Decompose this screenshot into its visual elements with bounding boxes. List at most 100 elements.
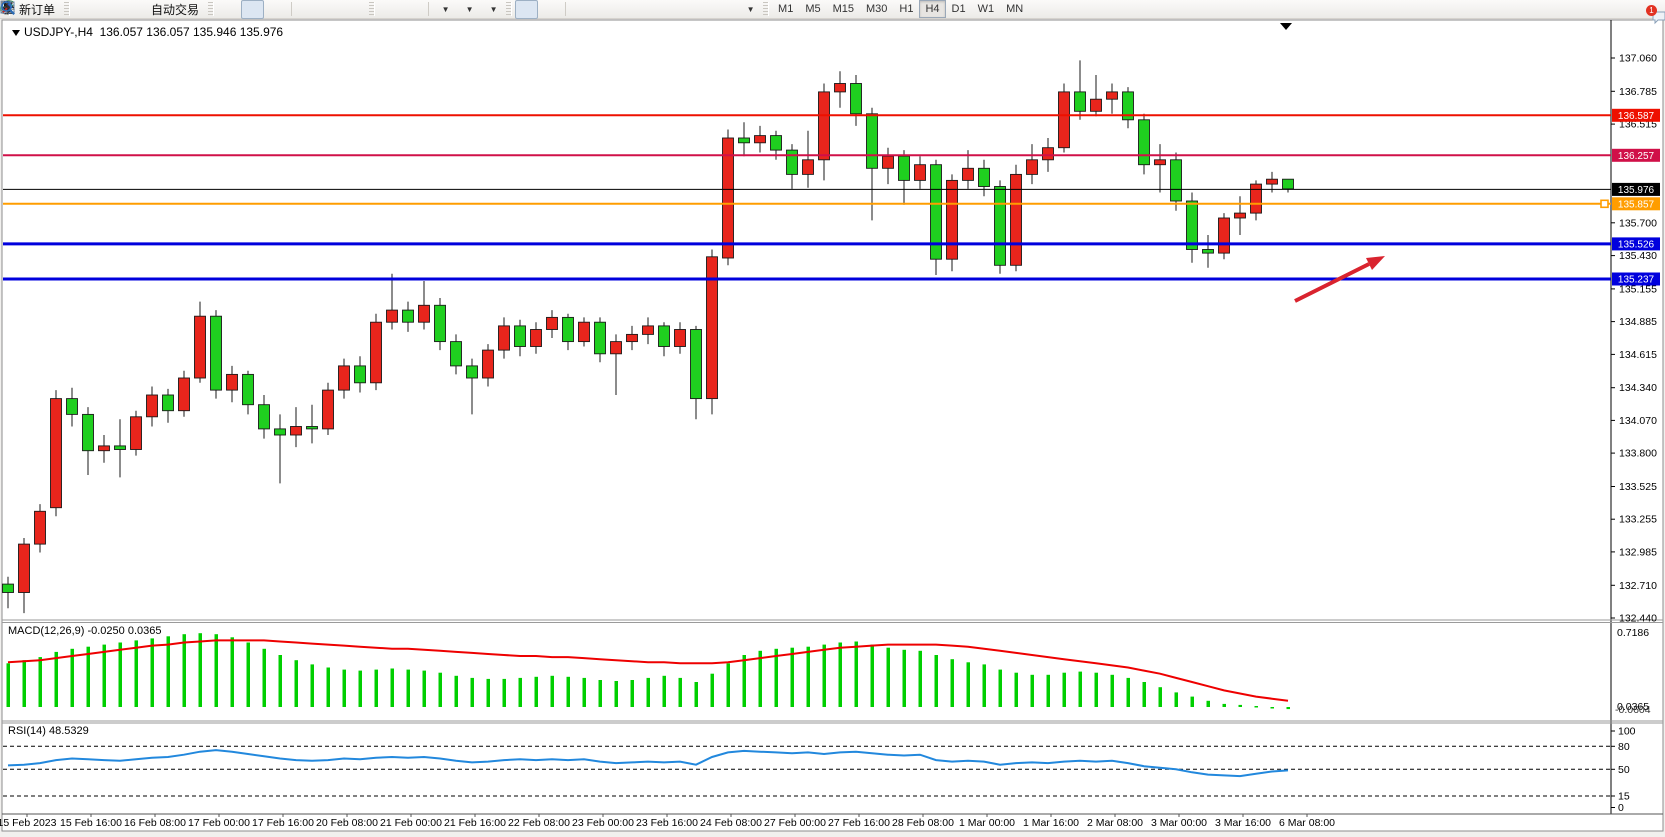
toolbar-grip[interactable] bbox=[208, 2, 215, 16]
svg-text:134.615: 134.615 bbox=[1619, 349, 1657, 361]
indicators-button[interactable]: ▼ bbox=[0, 0, 455, 19]
community-button[interactable] bbox=[1, 0, 120, 19]
svg-text:3 Mar 16:00: 3 Mar 16:00 bbox=[1215, 817, 1271, 829]
new-order-button[interactable]: 新订单 bbox=[0, 0, 61, 19]
svg-text:135.430: 135.430 bbox=[1619, 250, 1657, 262]
svg-text:135.526: 135.526 bbox=[1618, 239, 1655, 250]
chart-shift-button[interactable] bbox=[0, 0, 425, 19]
toolbar-grip[interactable] bbox=[506, 2, 513, 16]
chart-area[interactable]: 137.060 136.785 136.515 135.700 135.430 135.1… bbox=[0, 19, 1665, 837]
timeframe-h1-button[interactable]: H1 bbox=[899, 3, 914, 15]
svg-text:3 Mar 00:00: 3 Mar 00:00 bbox=[1151, 817, 1207, 829]
text-tool-button[interactable]: A bbox=[3, 0, 712, 19]
svg-text:A: A bbox=[3, 1, 12, 15]
svg-text:50: 50 bbox=[1618, 764, 1630, 776]
svg-text:27 Feb 16:00: 27 Feb 16:00 bbox=[828, 817, 890, 829]
svg-text:136.785: 136.785 bbox=[1619, 86, 1657, 98]
toolbar-grip[interactable] bbox=[64, 2, 71, 16]
chevron-down-icon: ▼ bbox=[489, 4, 498, 14]
svg-text:17 Feb 16:00: 17 Feb 16:00 bbox=[252, 817, 314, 829]
svg-text:20 Feb 08:00: 20 Feb 08:00 bbox=[316, 817, 378, 829]
trendline-tool-button[interactable] bbox=[1, 0, 640, 19]
svg-text:16 Feb 08:00: 16 Feb 08:00 bbox=[124, 817, 186, 829]
chart-end-marker-icon[interactable] bbox=[1280, 23, 1292, 30]
svg-text:135.976: 135.976 bbox=[1618, 185, 1655, 196]
arrows-tool-button[interactable]: ▼ bbox=[2, 0, 760, 19]
periods-button[interactable]: ▼ bbox=[0, 0, 479, 19]
svg-text:100: 100 bbox=[1618, 726, 1636, 738]
svg-text:T: T bbox=[5, 3, 11, 13]
timeframe-h4-button[interactable]: H4 bbox=[919, 0, 946, 18]
svg-text:0: 0 bbox=[1618, 802, 1624, 814]
svg-text:15 Feb 2023: 15 Feb 2023 bbox=[0, 817, 57, 829]
crosshair-tool-button[interactable] bbox=[1, 0, 562, 19]
svg-text:135.237: 135.237 bbox=[1618, 275, 1655, 286]
macd-pane[interactable]: 0.7186 0.0365-0.0604 bbox=[6, 627, 1651, 716]
svg-text:21 Feb 00:00: 21 Feb 00:00 bbox=[380, 817, 442, 829]
svg-text:133.255: 133.255 bbox=[1619, 514, 1657, 526]
svg-text:15 Feb 16:00: 15 Feb 16:00 bbox=[60, 817, 122, 829]
svg-text:134.070: 134.070 bbox=[1619, 415, 1657, 427]
tile-windows-button[interactable] bbox=[0, 0, 366, 19]
price-chart-canvas[interactable]: 137.060136.785136.515135.700135.430135.1… bbox=[0, 19, 1665, 837]
svg-text:0.0365: 0.0365 bbox=[1617, 701, 1649, 713]
svg-text:132.440: 132.440 bbox=[1619, 613, 1657, 625]
timeframe-m15-button[interactable]: M15 bbox=[832, 3, 854, 15]
svg-text:137.060: 137.060 bbox=[1619, 53, 1657, 65]
timeframe-mn-button[interactable]: MN bbox=[1006, 3, 1024, 15]
svg-text:133.800: 133.800 bbox=[1619, 448, 1657, 460]
channel-tool-button[interactable]: E bbox=[0, 0, 664, 19]
timeframe-d1-button[interactable]: D1 bbox=[951, 3, 966, 15]
metaeditor-button[interactable] bbox=[0, 0, 96, 19]
cursor-tool-button[interactable] bbox=[4, 0, 539, 19]
timeframe-m5-button[interactable]: M5 bbox=[805, 3, 821, 15]
search-button[interactable] bbox=[1, 0, 1650, 19]
timeframe-m1-button[interactable]: M1 bbox=[778, 3, 794, 15]
toolbar-grip[interactable] bbox=[369, 2, 376, 16]
horizontal-line-tool-button[interactable] bbox=[1, 0, 616, 19]
new-order-label: 新订单 bbox=[19, 2, 56, 17]
templates-button[interactable]: ▼ bbox=[0, 0, 503, 19]
timeframe-w1-button[interactable]: W1 bbox=[977, 3, 995, 15]
vertical-line-tool-button[interactable] bbox=[6, 0, 592, 19]
svg-text:0.7186: 0.7186 bbox=[1617, 627, 1649, 639]
timeframe-group: M1 M5 M15 M30 H1 H4 D1 W1 MN bbox=[772, 0, 1029, 18]
svg-text:15: 15 bbox=[1618, 791, 1630, 803]
text-label-tool-button[interactable]: T bbox=[1, 0, 736, 19]
toolbar-grip[interactable] bbox=[763, 2, 770, 16]
svg-text:21 Feb 16:00: 21 Feb 16:00 bbox=[444, 817, 506, 829]
svg-text:135.857: 135.857 bbox=[1618, 199, 1655, 210]
svg-text:17 Feb 00:00: 17 Feb 00:00 bbox=[188, 817, 250, 829]
svg-text:133.525: 133.525 bbox=[1619, 481, 1657, 493]
svg-text:136.587: 136.587 bbox=[1618, 111, 1655, 122]
timeframe-m30-button[interactable]: M30 bbox=[866, 3, 888, 15]
svg-text:134.340: 134.340 bbox=[1619, 382, 1657, 394]
autotrading-label: 自动交易 bbox=[151, 2, 200, 17]
rsi-pane[interactable]: 100 80 50 150 bbox=[3, 726, 1636, 815]
svg-text:27 Feb 00:00: 27 Feb 00:00 bbox=[764, 817, 826, 829]
annotation-arrow[interactable] bbox=[1294, 256, 1385, 303]
zoom-in-button[interactable] bbox=[1, 0, 318, 19]
bar-chart-mode-button[interactable] bbox=[1, 0, 240, 19]
svg-text:24 Feb 08:00: 24 Feb 08:00 bbox=[700, 817, 762, 829]
chart-title: USDJPY-,H4 136.057 136.057 135.946 135.9… bbox=[24, 25, 284, 39]
fibonacci-tool-button[interactable]: F bbox=[1, 0, 688, 19]
svg-text:132.710: 132.710 bbox=[1619, 580, 1657, 592]
svg-text:135.700: 135.700 bbox=[1619, 217, 1657, 229]
candlestick-mode-button[interactable] bbox=[1, 0, 265, 19]
svg-text:23 Feb 16:00: 23 Feb 16:00 bbox=[636, 817, 698, 829]
line-chart-mode-button[interactable] bbox=[0, 0, 288, 19]
signals-button[interactable] bbox=[0, 0, 144, 19]
svg-text:134.885: 134.885 bbox=[1619, 316, 1657, 328]
autotrading-button[interactable]: 自动交易 bbox=[0, 0, 205, 19]
svg-text:132.985: 132.985 bbox=[1619, 546, 1657, 558]
svg-text:135.155: 135.155 bbox=[1619, 283, 1657, 295]
zoom-out-button[interactable] bbox=[1, 0, 342, 19]
svg-text:22 Feb 08:00: 22 Feb 08:00 bbox=[508, 817, 570, 829]
chevron-down-icon: ▼ bbox=[465, 4, 474, 14]
svg-text:1 Mar 00:00: 1 Mar 00:00 bbox=[959, 817, 1015, 829]
time-axis[interactable]: 15 Feb 2023 15 Feb 16:00 16 Feb 08:00 17 Fe… bbox=[0, 814, 1335, 829]
auto-scroll-button[interactable] bbox=[0, 0, 401, 19]
chevron-down-icon: ▼ bbox=[441, 4, 450, 14]
symbol-dropdown-icon[interactable] bbox=[12, 30, 20, 36]
